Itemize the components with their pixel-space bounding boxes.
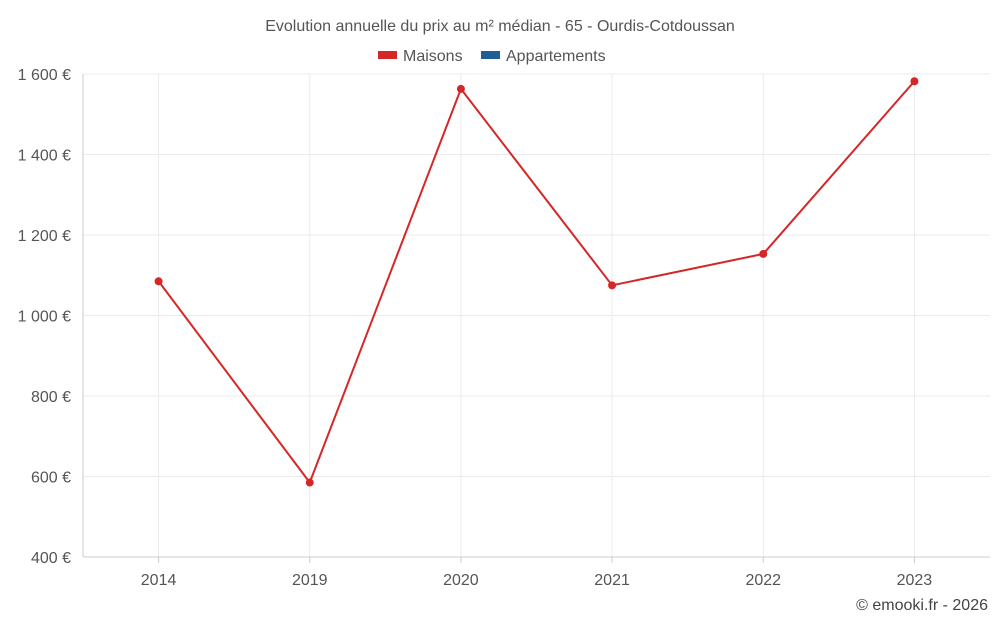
x-tick-label: 2023 [897, 572, 933, 589]
y-tick-label: 1 200 € [18, 228, 71, 245]
data-point-maisons[interactable] [305, 478, 314, 487]
legend-label-maisons: Maisons [403, 48, 463, 65]
data-point-maisons[interactable] [456, 84, 465, 93]
x-tick-label: 2014 [141, 572, 177, 589]
y-tick-label: 800 € [31, 389, 71, 406]
grid [83, 73, 990, 557]
x-tick-label: 2020 [443, 572, 479, 589]
y-tick-label: 600 € [31, 470, 71, 487]
y-tick-label: 1 600 € [18, 67, 71, 84]
data-point-maisons[interactable] [759, 249, 768, 258]
chart-title: Evolution annuelle du prix au m² médian … [265, 18, 735, 35]
axes: 400 € 600 € 800 € 1 000 € 1 200 € 1 400 € 1 60… [18, 67, 990, 589]
series-maisons [154, 77, 919, 487]
y-tick-label: 1 000 € [18, 309, 71, 326]
legend-item-maisons[interactable]: Maisons [378, 48, 463, 65]
x-tick-label: 2022 [745, 572, 781, 589]
legend-label-appartements: Appartements [506, 48, 606, 65]
data-point-maisons[interactable] [608, 281, 617, 290]
legend-item-appartements[interactable]: Appartements [481, 48, 606, 65]
data-point-maisons[interactable] [910, 77, 919, 86]
legend: Maisons Appartements [378, 48, 606, 65]
data-point-maisons[interactable] [154, 277, 163, 286]
legend-swatch-appartements [481, 51, 500, 59]
y-tick-label: 400 € [31, 550, 71, 567]
x-tick-label: 2021 [594, 572, 630, 589]
legend-swatch-maisons [378, 51, 397, 59]
y-tick-label: 1 400 € [18, 148, 71, 165]
credit: © emooki.fr - 2026 [856, 597, 988, 614]
x-tick-label: 2019 [292, 572, 328, 589]
series-line-maisons [157, 80, 916, 484]
